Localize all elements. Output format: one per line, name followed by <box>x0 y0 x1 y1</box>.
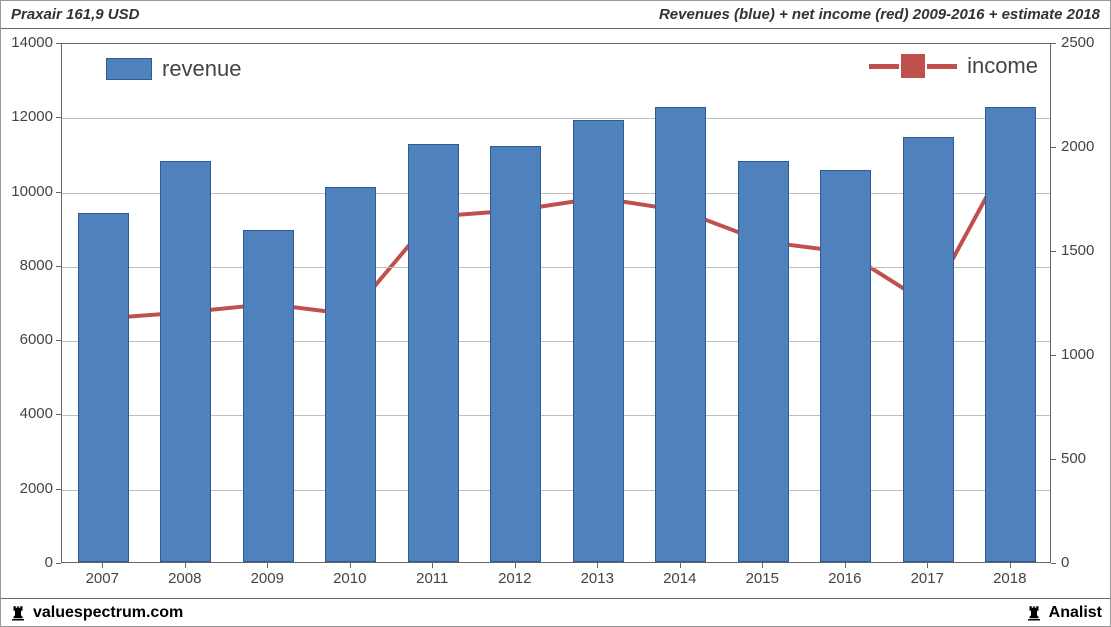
x-tick-label: 2008 <box>168 570 201 587</box>
revenue-bar <box>325 187 376 562</box>
y-right-tick-label: 2500 <box>1061 34 1094 51</box>
tick-mark <box>56 266 61 267</box>
tick-mark <box>680 563 681 568</box>
tick-mark <box>56 489 61 490</box>
tick-mark <box>515 563 516 568</box>
y-left-tick-label: 2000 <box>1 480 53 497</box>
legend-income-line <box>927 64 957 69</box>
tick-mark <box>927 563 928 568</box>
tick-mark <box>1051 147 1056 148</box>
income-line <box>103 152 1011 318</box>
y-right-tick-label: 1500 <box>1061 242 1094 259</box>
header-left: Praxair 161,9 USD <box>11 6 139 23</box>
tick-mark <box>56 117 61 118</box>
x-tick-label: 2015 <box>746 570 779 587</box>
tick-mark <box>1010 563 1011 568</box>
tick-mark <box>845 563 846 568</box>
tick-mark <box>56 414 61 415</box>
rook-icon <box>1025 604 1043 622</box>
revenue-bar <box>985 107 1036 562</box>
revenue-bar <box>820 170 871 562</box>
tick-mark <box>102 563 103 568</box>
revenue-bar <box>408 144 459 562</box>
tick-mark <box>762 563 763 568</box>
plot-area <box>61 43 1051 563</box>
tick-mark <box>56 340 61 341</box>
tick-mark <box>1051 563 1056 564</box>
revenue-bar <box>655 107 706 562</box>
x-tick-label: 2007 <box>86 570 119 587</box>
y-right-tick-label: 0 <box>1061 554 1069 571</box>
tick-mark <box>1051 459 1056 460</box>
y-left-tick-label: 10000 <box>1 183 53 200</box>
x-tick-label: 2014 <box>663 570 696 587</box>
legend-income-marker <box>901 54 925 78</box>
y-left-tick-label: 0 <box>1 554 53 571</box>
x-tick-label: 2013 <box>581 570 614 587</box>
tick-mark <box>1051 251 1056 252</box>
tick-mark <box>56 43 61 44</box>
y-right-tick-label: 500 <box>1061 450 1086 467</box>
y-left-tick-label: 4000 <box>1 405 53 422</box>
y-right-tick-label: 1000 <box>1061 346 1094 363</box>
x-tick-label: 2010 <box>333 570 366 587</box>
legend-income: income <box>869 53 1038 79</box>
revenue-bar <box>573 120 624 562</box>
tick-mark <box>56 192 61 193</box>
legend-income-line <box>869 64 899 69</box>
x-tick-label: 2009 <box>251 570 284 587</box>
chart-footer: valuespectrum.com Analist <box>1 598 1110 626</box>
y-left-tick-label: 8000 <box>1 257 53 274</box>
revenue-bar <box>78 213 129 562</box>
x-tick-label: 2011 <box>416 570 448 587</box>
y-left-tick-label: 6000 <box>1 331 53 348</box>
gridline <box>62 118 1050 119</box>
footer-left-text: valuespectrum.com <box>33 604 183 622</box>
footer-right-text: Analist <box>1049 604 1102 622</box>
y-right-tick-label: 2000 <box>1061 138 1094 155</box>
x-tick-label: 2017 <box>911 570 944 587</box>
x-tick-label: 2018 <box>993 570 1026 587</box>
chart-header: Praxair 161,9 USD Revenues (blue) + net … <box>1 1 1110 29</box>
tick-mark <box>432 563 433 568</box>
tick-mark <box>350 563 351 568</box>
footer-right: Analist <box>1025 604 1102 622</box>
tick-mark <box>267 563 268 568</box>
footer-left: valuespectrum.com <box>9 604 183 622</box>
tick-mark <box>1051 355 1056 356</box>
x-tick-label: 2012 <box>498 570 531 587</box>
tick-mark <box>56 563 61 564</box>
x-tick-label: 2016 <box>828 570 861 587</box>
tick-mark <box>597 563 598 568</box>
revenue-bar <box>160 161 211 562</box>
revenue-bar <box>738 161 789 562</box>
legend-income-label: income <box>967 53 1038 79</box>
tick-mark <box>1051 43 1056 44</box>
revenue-bar <box>903 137 954 562</box>
y-left-tick-label: 12000 <box>1 108 53 125</box>
revenue-bar <box>490 146 541 562</box>
chart-frame: Praxair 161,9 USD Revenues (blue) + net … <box>0 0 1111 627</box>
revenue-bar <box>243 230 294 562</box>
header-right: Revenues (blue) + net income (red) 2009-… <box>659 6 1100 23</box>
y-left-tick-label: 14000 <box>1 34 53 51</box>
tick-mark <box>185 563 186 568</box>
rook-icon <box>9 604 27 622</box>
legend-revenue-swatch <box>106 58 152 80</box>
legend-revenue: revenue <box>106 56 242 82</box>
legend-revenue-label: revenue <box>162 56 242 82</box>
